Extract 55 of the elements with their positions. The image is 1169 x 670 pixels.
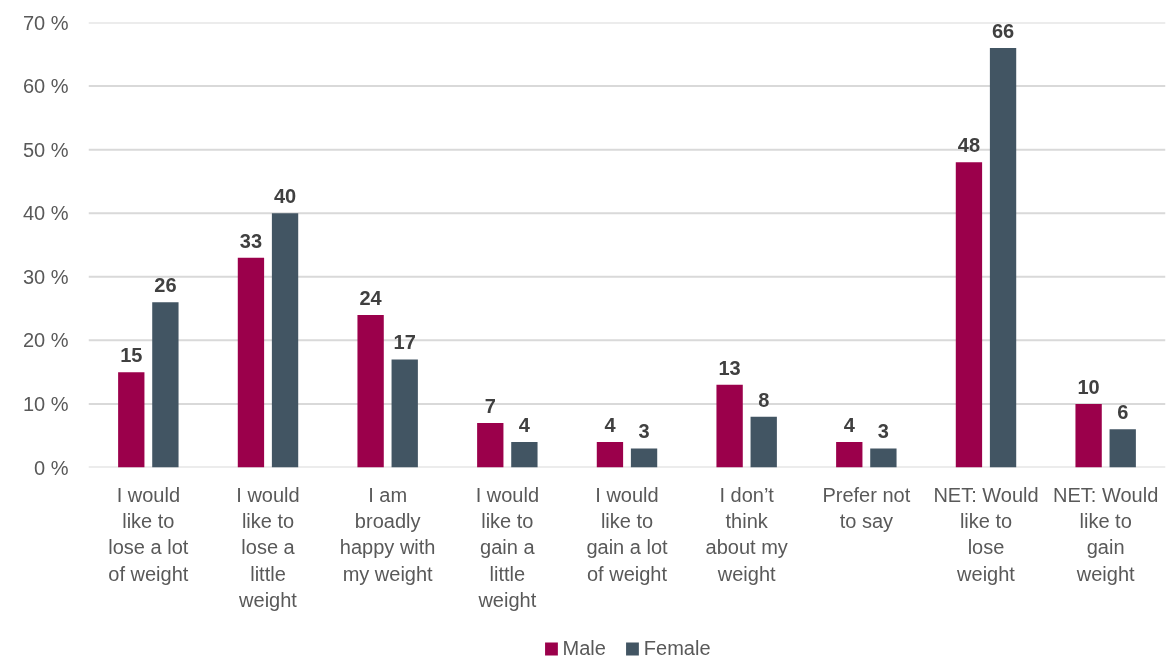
data-label: 7 [484, 395, 496, 417]
x-tick-label: I don’t think about my weight [705, 483, 788, 585]
bar [477, 423, 504, 468]
y-tick-label: 50 % [22, 138, 69, 161]
data-label: 10 [1077, 375, 1100, 398]
x-tick-label: I would like to lose a little weight [236, 483, 300, 612]
y-tick-label: 0 % [34, 456, 69, 479]
bar [955, 162, 983, 468]
bar [357, 314, 384, 468]
y-tick-label: 20 % [22, 329, 69, 352]
x-tick-label: Prefer not to say [822, 483, 911, 532]
bar [870, 448, 897, 468]
y-tick-label: 40 % [22, 202, 69, 225]
bar [630, 448, 658, 468]
data-label: 17 [393, 331, 416, 354]
data-label: 48 [957, 134, 981, 157]
x-tick-label: NET: Would like to gain weight [1053, 483, 1159, 585]
bar [989, 47, 1017, 468]
y-tick-label: 70 % [22, 11, 69, 34]
x-tick-label: NET: Would like to lose weight [933, 483, 1039, 585]
data-label: 3 [877, 420, 889, 443]
data-label: 15 [120, 344, 143, 367]
bar [391, 359, 418, 468]
legend-label: Female [643, 636, 711, 660]
data-label: 24 [359, 286, 383, 309]
bar [511, 442, 538, 468]
data-label: 33 [239, 229, 263, 252]
y-tick-label: 60 % [22, 75, 69, 98]
data-label: 66 [991, 19, 1015, 42]
bar [271, 213, 299, 468]
bar [118, 372, 145, 468]
data-label: 4 [518, 414, 531, 437]
y-tick-label: 30 % [22, 265, 69, 288]
x-tick-label: I would like to gain a lot of weight [586, 483, 669, 585]
x-tick-label: I would like to gain a little weight [475, 483, 540, 612]
data-label: 4 [843, 414, 856, 437]
x-tick-label: I would like to lose a lot of weight [108, 483, 189, 585]
bar [596, 442, 624, 468]
legend-label: Male [562, 636, 606, 660]
data-label: 6 [1117, 401, 1129, 424]
bar [716, 384, 743, 468]
bar [836, 442, 863, 468]
bar [237, 257, 265, 468]
data-label: 3 [638, 420, 650, 443]
data-label: 26 [154, 274, 177, 297]
x-tick-label: I am broadly happy with my weight [339, 483, 436, 585]
data-label: 4 [604, 414, 617, 437]
bar [1109, 429, 1136, 468]
bar [750, 416, 777, 468]
bar [152, 302, 179, 468]
data-label: 13 [718, 356, 741, 379]
data-label: 40 [273, 185, 297, 208]
data-label: 8 [758, 388, 770, 411]
y-tick-label: 10 % [22, 392, 69, 415]
bar [1075, 403, 1102, 468]
